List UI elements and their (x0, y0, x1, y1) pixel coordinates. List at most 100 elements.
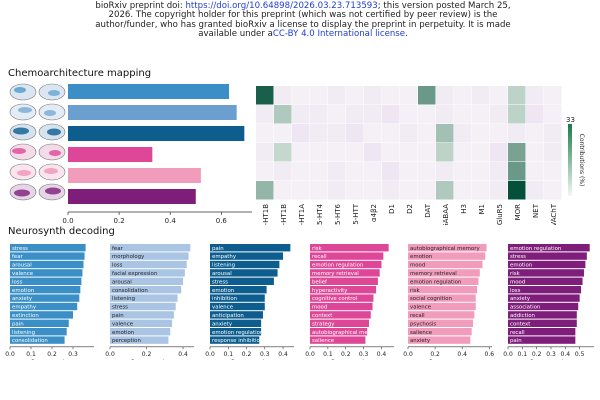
section-title-chemoarchitecture: Chemoarchitecture mapping (8, 68, 152, 79)
heatmap-column-label: GABAA (442, 204, 450, 225)
heatmap-cell (274, 105, 292, 124)
neurosynth-bar (310, 244, 389, 252)
heatmap-cell (454, 162, 472, 181)
heatmap-cell (454, 86, 472, 105)
neurosynth-term-label: context (510, 321, 530, 327)
heatmap-cell (400, 162, 418, 181)
heatmap-cell (418, 143, 436, 162)
heatmap-cell (274, 181, 292, 200)
heatmap-cell (382, 86, 400, 105)
neurosynth-bar (508, 252, 587, 260)
neurosynth-term-label: recall (510, 330, 525, 336)
neurosynth-bar (10, 294, 80, 302)
heatmap-column-label: 5-HT6 (334, 203, 342, 225)
neurosynth-term-label: emotion regulation (410, 279, 461, 285)
heatmap-cell (400, 143, 418, 162)
neurosynth-term-label: valence (12, 271, 34, 277)
neurosynth-term-label: pain (112, 313, 124, 319)
neurosynth-bar (408, 336, 471, 344)
heatmap-cell (490, 181, 508, 200)
neurosynth-bar (10, 302, 78, 311)
neurosynth-bar (408, 244, 487, 252)
heatmap-column-label: 5-HT1B (280, 204, 288, 225)
heatmap-cell (364, 181, 382, 200)
neurosynth-x-tick-label: 0.3 (546, 351, 556, 358)
neurosynth-x-tick-label: 0.0 (5, 351, 15, 358)
neurosynth-term-label: social cognition (410, 296, 452, 302)
neurosynth-bar (408, 252, 486, 260)
neurosynth-term-label: empathy (212, 254, 237, 260)
brain-icon-row-2 (9, 103, 66, 121)
neurosynth-term-label: anxiety (510, 296, 531, 302)
neurosynth-bar (110, 260, 187, 269)
neurosynth-term-label: strategy (312, 321, 335, 327)
neurosynth-bar (10, 277, 82, 285)
heatmap-cell (472, 181, 490, 200)
heatmap-cell (418, 86, 436, 105)
neurosynth-panel-3: pain empathy listening arousal stress emotion… (205, 244, 294, 360)
neurosynth-term-label: emotion (112, 330, 134, 336)
contribution-heatmap: 5-HT1B 5-HT1B 5-HT1A 5-HT4 5-HT6 5-HTT α4β2 D1 D… (256, 86, 585, 225)
neurosynth-x-tick-label: 0.2 (47, 351, 57, 358)
heatmap-column-label: H3 (460, 204, 468, 214)
neurosynth-term-label: loss (510, 288, 521, 294)
neurosynth-bar (10, 269, 83, 277)
neurosynth-bar (210, 277, 274, 285)
heatmap-cell (346, 105, 364, 124)
r2-bar-4 (68, 147, 153, 162)
neurosynth-bar (310, 319, 369, 327)
heatmap-cell (544, 124, 562, 143)
neurosynth-term-label: belief (312, 279, 327, 285)
neurosynth-term-label: fear (112, 246, 124, 252)
neurosynth-bar (10, 260, 84, 269)
neurosynth-term-label: mood (312, 305, 327, 311)
heatmap-cell (364, 124, 382, 143)
license-link[interactable]: CC-BY 4.0 International license (272, 29, 406, 40)
heatmap-cell (544, 105, 562, 124)
brain-icon-row-6 (9, 183, 66, 201)
neurosynth-bar (408, 277, 479, 285)
neurosynth-x-axis-label: Spearman's ρ (530, 359, 573, 360)
adjusted-r2-chart: 0.00.20.40.6Adjusted R² (62, 84, 252, 225)
neurosynth-bar (508, 286, 582, 294)
neurosynth-bar (508, 277, 583, 285)
heatmap-cell (454, 181, 472, 200)
neurosynth-x-tick-label: 0.0 (305, 351, 315, 358)
heatmap-column-label: VAChT (550, 203, 558, 225)
heatmap-cell (472, 86, 490, 105)
neurosynth-x-tick-label: 0.0 (105, 351, 115, 358)
neurosynth-bar (210, 252, 284, 260)
neurosynth-bar (110, 286, 182, 294)
heatmap-column-label: 5-HT1A (298, 204, 306, 225)
neurosynth-term-label: stress (510, 254, 526, 260)
heatmap-cell (382, 105, 400, 124)
heatmap-column-label: MOR (514, 204, 522, 221)
neurosynth-bar (210, 269, 278, 277)
heatmap-cell (256, 105, 274, 124)
heatmap-cell (508, 162, 526, 181)
neurosynth-bar (210, 294, 265, 302)
neurosynth-x-tick-label: 0.2 (341, 351, 351, 358)
neurosynth-bar (310, 311, 371, 319)
neurosynth-term-label: salience (410, 330, 433, 336)
heatmap-cell (292, 105, 310, 124)
header-mid: ; this version posted March 25, 2026. Th… (95, 1, 511, 40)
neurosynth-bar (508, 294, 580, 302)
heatmap-cell (472, 162, 490, 181)
neurosynth-x-tick-label: 0.4 (377, 351, 387, 358)
neurosynth-x-axis-label: Spearman's ρ (231, 359, 274, 360)
heatmap-cell (400, 86, 418, 105)
neurosynth-term-label: risk (410, 288, 421, 294)
neurosynth-bar (110, 244, 191, 252)
heatmap-cell (364, 86, 382, 105)
neurosynth-bar (508, 311, 577, 319)
heatmap-cell (274, 86, 292, 105)
neurosynth-term-label: memory retrieval (312, 271, 359, 277)
doi-link[interactable]: https://doi.org/10.64898/2026.03.23.7135… (185, 1, 378, 11)
r2-x-tick-label: 0.0 (62, 217, 73, 225)
neurosynth-term-label: recall (312, 254, 327, 260)
neurosynth-bar (110, 302, 176, 311)
heatmap-cell (292, 181, 310, 200)
neurosynth-term-label: emotion (510, 263, 532, 269)
neurosynth-x-tick-label: 0.1 (26, 351, 36, 358)
